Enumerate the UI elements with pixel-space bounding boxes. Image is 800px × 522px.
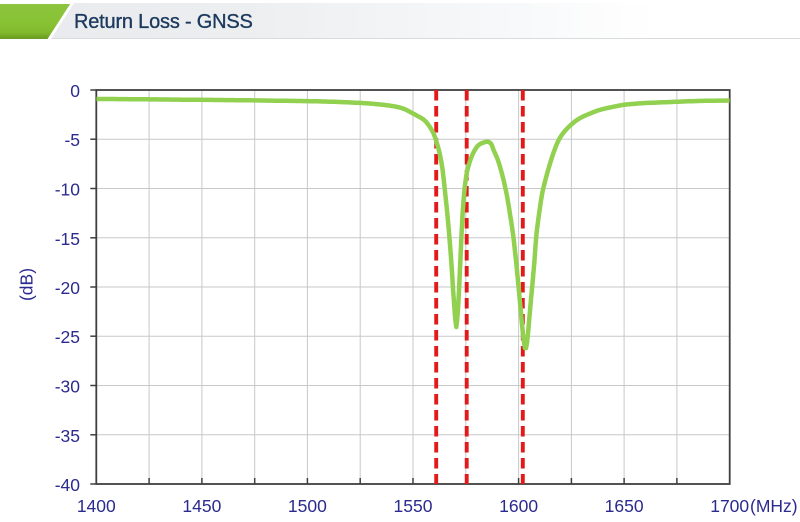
svg-text:-10: -10 [55,180,81,200]
svg-text:-25: -25 [55,327,80,347]
svg-text:-5: -5 [64,130,80,150]
svg-text:1500: 1500 [288,496,327,516]
svg-text:-40: -40 [55,475,81,495]
svg-text:1650: 1650 [605,496,644,516]
svg-text:1400: 1400 [77,496,116,516]
svg-text:(dB): (dB) [17,268,37,301]
svg-text:1450: 1450 [182,496,221,516]
svg-text:1700: 1700 [710,496,749,516]
svg-text:-20: -20 [55,278,81,298]
svg-text:1550: 1550 [394,496,433,516]
svg-text:(MHz): (MHz) [750,496,798,516]
svg-text:1600: 1600 [499,496,538,516]
svg-text:-15: -15 [55,229,80,249]
svg-text:0: 0 [70,81,80,101]
svg-text:-35: -35 [55,426,80,446]
svg-text:-30: -30 [55,377,81,397]
